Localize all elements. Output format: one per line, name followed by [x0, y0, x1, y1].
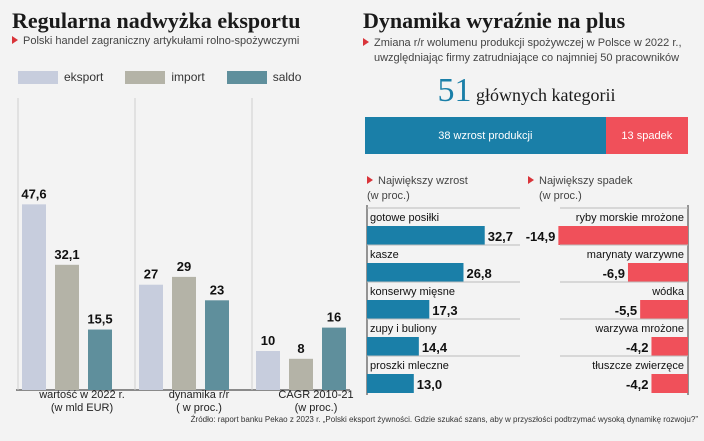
growth-bar — [367, 300, 430, 319]
bar-value-label: 27 — [144, 267, 158, 282]
group-label: dynamika r/r — [169, 389, 230, 401]
bar-value-label: 16 — [327, 310, 341, 325]
growth-category-label: proszki mleczne — [370, 360, 449, 372]
growth-bar — [367, 263, 464, 282]
red-triangle-icon — [363, 38, 369, 46]
decline-bar — [651, 337, 688, 356]
bar-value-label: 47,6 — [21, 186, 46, 201]
bar-saldo — [205, 300, 229, 390]
growth-value-label: 17,3 — [432, 303, 457, 318]
growth-unit: (w proc.) — [367, 190, 410, 202]
bar-eksport — [22, 204, 46, 390]
legend-swatch-saldo — [226, 70, 267, 84]
decline-value-label: -5,5 — [615, 303, 637, 318]
red-triangle-icon — [12, 36, 18, 44]
bar-value-label: 32,1 — [54, 247, 79, 262]
growth-category-label: konserwy mięsne — [370, 286, 455, 298]
headline-count: 51 głównych kategorii — [365, 72, 688, 110]
left-title: Regularna nadwyżka eksportu — [12, 8, 301, 33]
growth-title: Największy wzrost — [378, 175, 468, 187]
decline-header: Największy spadek (w proc.) — [528, 174, 633, 204]
bar-saldo — [88, 329, 112, 390]
decline-category-label: ryby morskie mrożone — [576, 212, 684, 224]
growth-value-label: 32,7 — [488, 229, 513, 244]
split-decline-label: 13 spadek — [621, 130, 672, 142]
right-title: Dynamika wyraźnie na plus — [363, 8, 626, 33]
group-label: wartość w 2022 r. — [38, 389, 125, 401]
growth-bar — [367, 374, 414, 393]
bar-eksport — [139, 284, 163, 390]
left-subtitle-text: Polski handel zagraniczny artykułami rol… — [23, 35, 300, 47]
bar-saldo — [322, 327, 346, 390]
bar-value-label: 23 — [210, 282, 224, 297]
group-label: (w mld EUR) — [51, 402, 113, 414]
decline-value-label: -14,9 — [526, 229, 556, 244]
split-decline-text: spadek — [636, 129, 673, 142]
right-subtitle-line1: Zmiana r/r wolumenu produkcji spożywczej… — [374, 37, 682, 49]
bar-eksport — [256, 351, 280, 390]
bar-import — [172, 276, 196, 390]
growth-value-label: 13,0 — [417, 377, 442, 392]
bar-value-label: 8 — [297, 341, 304, 356]
legend: eksport import saldo — [18, 70, 301, 84]
split-growth-segment: 38 wzrost produkcji — [365, 117, 606, 154]
left-subtitle: Polski handel zagraniczny artykułami rol… — [12, 34, 299, 49]
growth-value-label: 14,4 — [422, 340, 448, 355]
group-label: ( w proc.) — [176, 402, 222, 414]
source-note: Źródło: raport banku Pekao z 2023 r. „Po… — [190, 415, 698, 424]
decline-bar — [627, 263, 688, 282]
decline-bar — [651, 374, 688, 393]
growth-value-label: 26,8 — [466, 266, 491, 281]
decline-category-label: marynaty warzywne — [587, 249, 684, 261]
split-growth-text: wzrost produkcji — [453, 129, 533, 142]
decline-bar — [640, 300, 688, 319]
growth-category-label: gotowe posiłki — [370, 212, 439, 224]
legend-label-saldo: saldo — [272, 70, 302, 84]
right-subtitle-line2: uwzględniając firmy zatrudniające co naj… — [374, 52, 680, 64]
growth-category-label: kasze — [370, 249, 399, 261]
decline-value-label: -6,9 — [603, 266, 625, 281]
decline-bar — [558, 226, 688, 245]
decline-title: Największy spadek — [539, 175, 633, 187]
growth-bar — [367, 226, 485, 245]
legend-swatch-eksport — [18, 70, 58, 84]
split-growth-label: 38 wzrost produkcji — [438, 130, 532, 142]
bar-value-label: 15,5 — [87, 312, 112, 327]
legend-label-import: import — [171, 70, 205, 84]
growth-bar — [367, 337, 419, 356]
red-triangle-icon — [367, 176, 373, 184]
split-decline-value: 13 — [621, 129, 634, 142]
legend-swatch-import — [125, 70, 166, 84]
export-bar-chart: 47,6 32,1 15,5 wartość w 2022 r.(w mld EUR)… — [16, 98, 354, 414]
split-growth-value: 38 — [438, 129, 451, 142]
decline-value-label: -4,2 — [626, 377, 648, 392]
growth-category-label: zupy i buliony — [370, 323, 437, 335]
decline-unit: (w proc.) — [539, 190, 582, 202]
growth-decline-split-bar: 38 wzrost produkcji 13 spadek — [365, 117, 688, 154]
bar-value-label: 10 — [261, 333, 275, 348]
group-label: CAGR 2010-21 — [278, 389, 353, 401]
right-subtitle: Zmiana r/r wolumenu produkcji spożywczej… — [363, 36, 682, 66]
bar-value-label: 29 — [177, 259, 191, 274]
growth-header: Największy wzrost (w proc.) — [367, 174, 468, 204]
decline-category-label: wódka — [651, 286, 685, 298]
decline-value-label: -4,2 — [626, 340, 648, 355]
bar-import — [289, 358, 313, 390]
red-triangle-icon — [528, 176, 534, 184]
decline-category-label: warzywa mrożone — [594, 323, 684, 335]
legend-label-eksport: eksport — [64, 70, 104, 84]
decline-category-label: tłuszcze zwierzęce — [592, 360, 684, 372]
big-number: 51 — [437, 72, 472, 109]
bar-import — [55, 264, 79, 390]
group-label: (w proc.) — [295, 402, 338, 414]
category-change-bar-chart: gotowe posiłki 32,7 kasze 26,8 konserwy mięs… — [366, 205, 689, 395]
split-decline-segment: 13 spadek — [605, 117, 688, 154]
big-number-label: głównych kategorii — [475, 85, 616, 105]
